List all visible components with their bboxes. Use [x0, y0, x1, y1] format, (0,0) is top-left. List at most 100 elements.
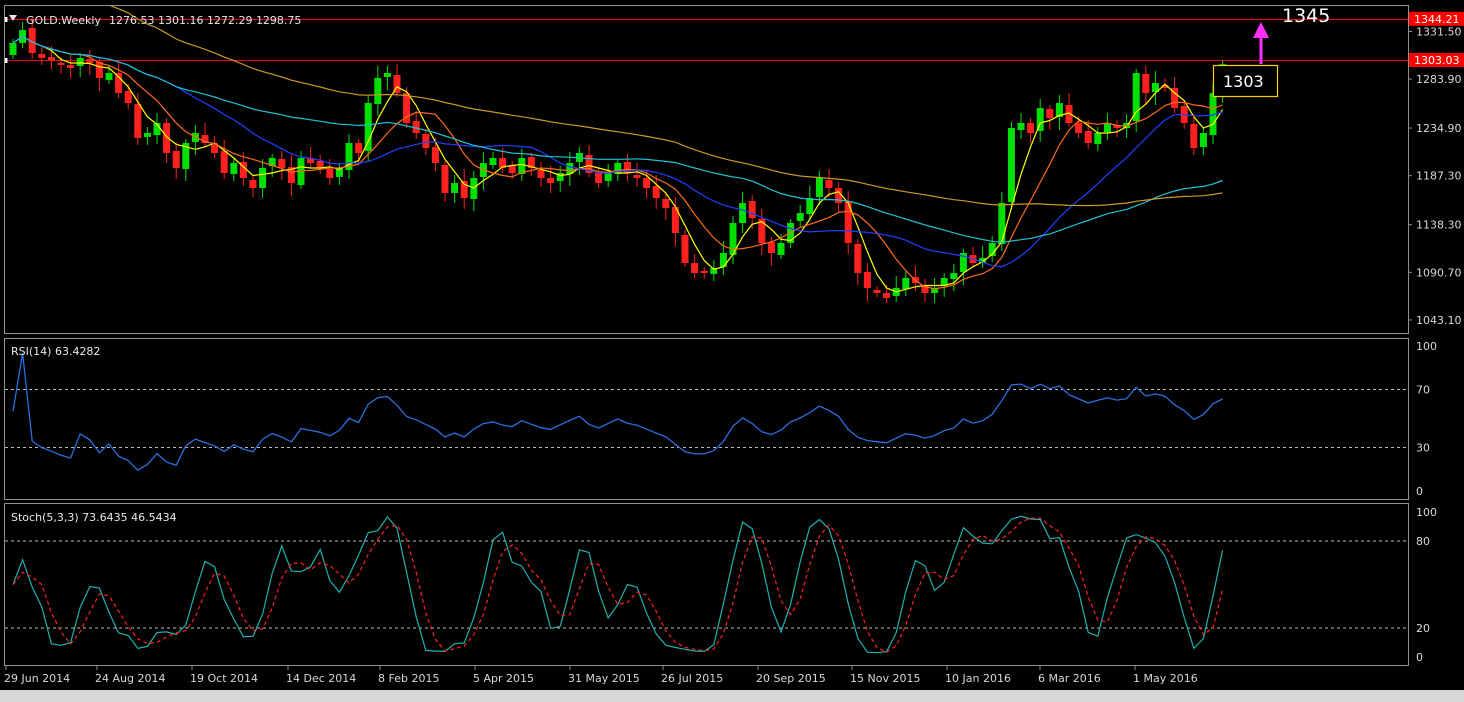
candle — [489, 158, 497, 165]
candle — [412, 121, 420, 133]
candle — [297, 158, 305, 185]
up-arrow-head-icon — [1253, 22, 1269, 38]
candle — [527, 157, 535, 168]
candle — [863, 272, 871, 288]
candle — [28, 28, 36, 53]
status-bar — [0, 690, 1464, 702]
candle — [873, 290, 881, 293]
time-tick-label: 5 Apr 2015 — [473, 672, 534, 685]
ma-blue-line — [12, 35, 1223, 268]
stoch-panel: 100 80 20 0 — [5, 506, 1437, 664]
price-panel-frame — [4, 5, 1409, 334]
candle — [172, 151, 180, 168]
candle — [1036, 108, 1044, 131]
candle — [230, 163, 238, 174]
candle — [403, 93, 411, 123]
candle — [1065, 105, 1073, 123]
candle — [681, 235, 689, 263]
candle — [748, 201, 756, 218]
candle — [1046, 109, 1054, 118]
candle — [547, 178, 555, 183]
level-tag-label: 1344.21 — [1414, 13, 1460, 26]
candle — [1199, 133, 1207, 147]
candle — [47, 57, 55, 61]
rsi-panel-frame — [4, 338, 1409, 500]
candle — [307, 158, 315, 163]
candle — [556, 173, 564, 181]
candle — [767, 242, 775, 253]
time-tick-label: 15 Nov 2015 — [850, 672, 920, 685]
candle — [355, 143, 363, 153]
candle — [364, 103, 372, 151]
candle — [38, 54, 46, 58]
time-tick-label: 19 Oct 2014 — [190, 672, 258, 685]
candle — [422, 134, 430, 148]
time-tick-label: 20 Sep 2015 — [756, 672, 826, 685]
stoch-main-line — [12, 515, 1224, 654]
stoch-signal-line — [12, 517, 1224, 653]
candle — [345, 143, 353, 170]
price-tick-label: 1283.90 — [1416, 73, 1462, 86]
candle — [143, 133, 151, 137]
stoch-tick-label: 0 — [1416, 651, 1423, 664]
collapse-arrow-icon[interactable] — [9, 15, 17, 21]
stoch-tick-label: 100 — [1416, 506, 1437, 519]
candle — [115, 73, 123, 93]
candle — [1055, 103, 1063, 117]
candle — [1027, 123, 1035, 133]
candle — [998, 203, 1006, 244]
stoch-panel-title: Stoch(5,3,3) 73.6435 46.5434 — [11, 511, 177, 524]
time-tick-label: 26 Jul 2015 — [661, 672, 723, 685]
candle — [739, 203, 747, 223]
rsi-tick-label: 0 — [1416, 485, 1423, 498]
candle — [1075, 123, 1083, 133]
candle — [652, 186, 660, 198]
candle — [134, 104, 142, 138]
price-annotation-box — [1212, 64, 1279, 98]
time-tick-label: 31 May 2015 — [568, 672, 640, 685]
candle — [76, 58, 84, 66]
candle — [979, 258, 987, 263]
stoch-panel-frame — [4, 503, 1409, 666]
candle — [950, 273, 958, 279]
price-tick-label: 1043.10 — [1416, 314, 1462, 327]
candle — [844, 201, 852, 243]
candle — [182, 143, 190, 169]
candle — [1151, 83, 1159, 92]
candle — [1017, 123, 1025, 130]
rsi-tick-label: 30 — [1416, 442, 1430, 455]
candle — [316, 161, 324, 168]
candle — [1190, 124, 1198, 148]
candle — [259, 168, 267, 188]
candle — [643, 178, 651, 188]
ma-mid-line — [12, 35, 1223, 290]
candle — [201, 135, 209, 143]
candle — [1142, 74, 1150, 93]
candle — [278, 159, 286, 168]
target-annotation: 1345 — [1282, 5, 1330, 27]
candle — [383, 73, 391, 77]
candle — [710, 268, 718, 274]
candle — [393, 75, 401, 93]
candle — [796, 213, 804, 221]
axes: 1331.50 1283.90 1234.90 1187.30 1138.30 1090.… — [4, 11, 1464, 685]
stoch-tick-label: 80 — [1416, 535, 1430, 548]
price-tick-label: 1234.90 — [1416, 122, 1462, 135]
candle — [57, 63, 65, 65]
candle — [153, 123, 161, 135]
price-annotation: 1303 — [1223, 72, 1264, 91]
candle — [86, 59, 94, 63]
candle — [239, 162, 247, 178]
level-tag — [1409, 52, 1464, 67]
candle — [1084, 131, 1092, 143]
candle — [988, 243, 996, 256]
candle — [777, 243, 785, 255]
candle — [931, 288, 939, 293]
rsi-line — [12, 353, 1223, 472]
candle — [623, 162, 631, 173]
candle — [566, 163, 574, 174]
candle — [662, 199, 670, 208]
candle — [595, 173, 603, 183]
candle — [9, 43, 17, 55]
